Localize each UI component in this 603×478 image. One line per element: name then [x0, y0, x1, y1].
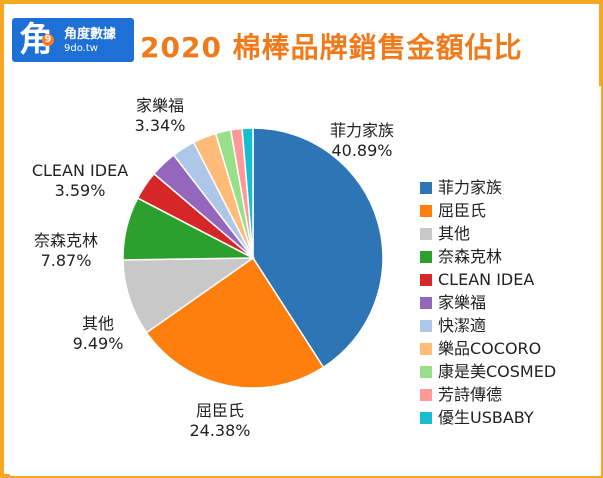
legend-item-label[interactable]: 芳詩傳德: [438, 385, 502, 404]
chart-title: 2020 棉棒品牌銷售金額佔比: [140, 31, 523, 64]
legend-item-label[interactable]: 樂品COCORO: [438, 339, 541, 358]
legend-item-label[interactable]: 康是美COSMED: [438, 362, 556, 381]
pie-slice[interactable]: [122, 257, 256, 334]
slice-value-label: 40.89%: [331, 141, 392, 160]
pie-slice[interactable]: [241, 127, 254, 259]
logo-dot: 9: [42, 34, 54, 46]
slice-name-label: 奈森克林: [34, 231, 98, 250]
slice-value-label: 24.38%: [189, 421, 250, 440]
legend-item-label[interactable]: CLEAN IDEA: [438, 270, 534, 289]
legend-swatch: [420, 297, 432, 309]
slice-value-label: 9.49%: [73, 334, 124, 353]
legend-swatch: [420, 205, 432, 217]
legend-item-label[interactable]: 家樂福: [438, 293, 486, 312]
legend-item-label[interactable]: 其他: [438, 224, 470, 243]
legend-item-label[interactable]: 奈森克林: [438, 247, 502, 266]
slice-name-label: CLEAN IDEA: [32, 161, 128, 180]
pie-slice[interactable]: [145, 256, 325, 389]
logo-name: 角度數據: [64, 27, 117, 42]
logo-mark-icon: 角 9: [19, 20, 54, 60]
legend-swatch: [420, 343, 432, 355]
slice-name-label: 菲力家族: [330, 121, 394, 140]
slice-value-label: 3.59%: [55, 181, 106, 200]
slice-value-label: 3.34%: [135, 116, 186, 135]
logo-url: 9do.tw: [64, 43, 98, 54]
legend-item-label[interactable]: 優生USBABY: [438, 408, 534, 427]
chart-area: 菲力家族 40.89% 屈臣氏 24.38% 其他 9.49% 奈森克林 7.87% CLEAN…: [10, 86, 601, 476]
legend-item-label[interactable]: 屈臣氏: [438, 201, 486, 220]
legend-swatch: [420, 366, 432, 378]
brand-logo[interactable]: 角 9 角度數據 9do.tw: [12, 18, 134, 62]
slice-name-label: 家樂福: [136, 96, 184, 115]
slice-value-label: 7.87%: [41, 251, 92, 270]
legend-swatch: [420, 182, 432, 194]
pie-chart: 菲力家族40.89%屈臣氏24.38%其他9.49%奈森克林7.87%CLEAN…: [32, 96, 556, 440]
legend-swatch: [420, 412, 432, 424]
legend-item-label[interactable]: 快潔適: [438, 316, 486, 335]
legend-swatch: [420, 389, 432, 401]
legend-swatch: [420, 320, 432, 332]
slice-name-label: 其他: [82, 314, 114, 333]
legend-swatch: [420, 274, 432, 286]
legend-swatch: [420, 251, 432, 263]
legend-swatch: [420, 228, 432, 240]
legend-item-label[interactable]: 菲力家族: [438, 178, 502, 197]
slice-name-label: 屈臣氏: [196, 401, 244, 420]
